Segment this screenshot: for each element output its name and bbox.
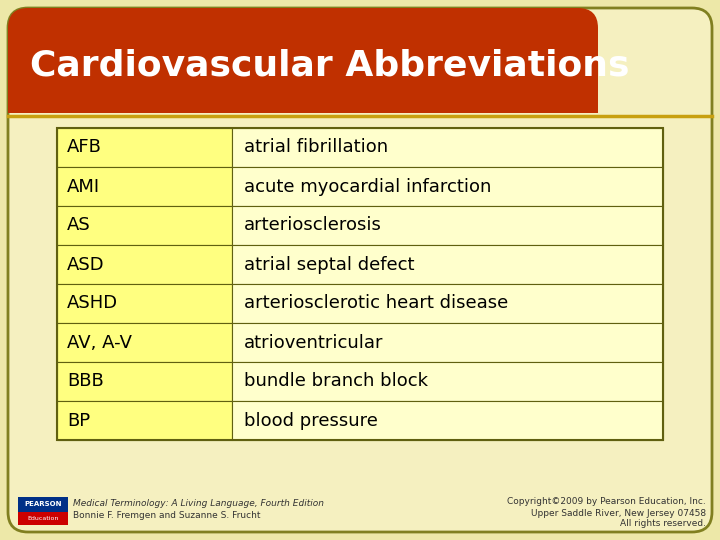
Text: Copyright©2009 by Pearson Education, Inc.: Copyright©2009 by Pearson Education, Inc… (508, 497, 706, 507)
FancyBboxPatch shape (8, 8, 712, 532)
Text: All rights reserved.: All rights reserved. (620, 519, 706, 529)
Bar (57, 284, 232, 323)
Text: AV, A-V: AV, A-V (67, 334, 132, 352)
Text: AFB: AFB (67, 138, 102, 157)
Bar (57, 167, 232, 206)
Text: bundle branch block: bundle branch block (244, 373, 428, 390)
Text: Upper Saddle River, New Jersey 07458: Upper Saddle River, New Jersey 07458 (531, 509, 706, 517)
Text: Medical Terminology: A Living Language, Fourth Edition: Medical Terminology: A Living Language, … (73, 498, 324, 508)
Text: Bonnie F. Fremgen and Suzanne S. Frucht: Bonnie F. Fremgen and Suzanne S. Frucht (73, 511, 261, 521)
Bar (232, 284, 663, 323)
Text: BBB: BBB (67, 373, 104, 390)
Bar (57, 206, 232, 245)
Bar (57, 245, 232, 284)
Bar (232, 128, 663, 167)
Bar (57, 401, 232, 440)
Text: ASD: ASD (67, 255, 104, 273)
FancyBboxPatch shape (8, 8, 598, 113)
Bar (232, 167, 663, 206)
Text: BP: BP (67, 411, 90, 429)
Bar (232, 401, 663, 440)
Bar (232, 323, 663, 362)
Text: AS: AS (67, 217, 91, 234)
Bar (57, 128, 663, 440)
Bar (232, 362, 663, 401)
Text: arteriosclerosis: arteriosclerosis (244, 217, 382, 234)
Bar (18, 512, 68, 525)
Bar (57, 362, 232, 401)
Bar (18, 497, 68, 512)
Text: AMI: AMI (67, 178, 100, 195)
Bar (232, 245, 663, 284)
Bar (57, 128, 232, 167)
Text: acute myocardial infarction: acute myocardial infarction (244, 178, 491, 195)
Text: blood pressure: blood pressure (244, 411, 378, 429)
Text: Cardiovascular Abbreviations: Cardiovascular Abbreviations (30, 48, 629, 82)
Text: Education: Education (27, 516, 59, 521)
Bar (232, 206, 663, 245)
Bar (57, 323, 232, 362)
Text: PEARSON: PEARSON (24, 502, 62, 508)
Text: ASHD: ASHD (67, 294, 118, 313)
Bar (8, 93, 598, 113)
Text: arteriosclerotic heart disease: arteriosclerotic heart disease (244, 294, 508, 313)
Text: atrioventricular: atrioventricular (244, 334, 384, 352)
Text: atrial fibrillation: atrial fibrillation (244, 138, 388, 157)
Text: atrial septal defect: atrial septal defect (244, 255, 415, 273)
